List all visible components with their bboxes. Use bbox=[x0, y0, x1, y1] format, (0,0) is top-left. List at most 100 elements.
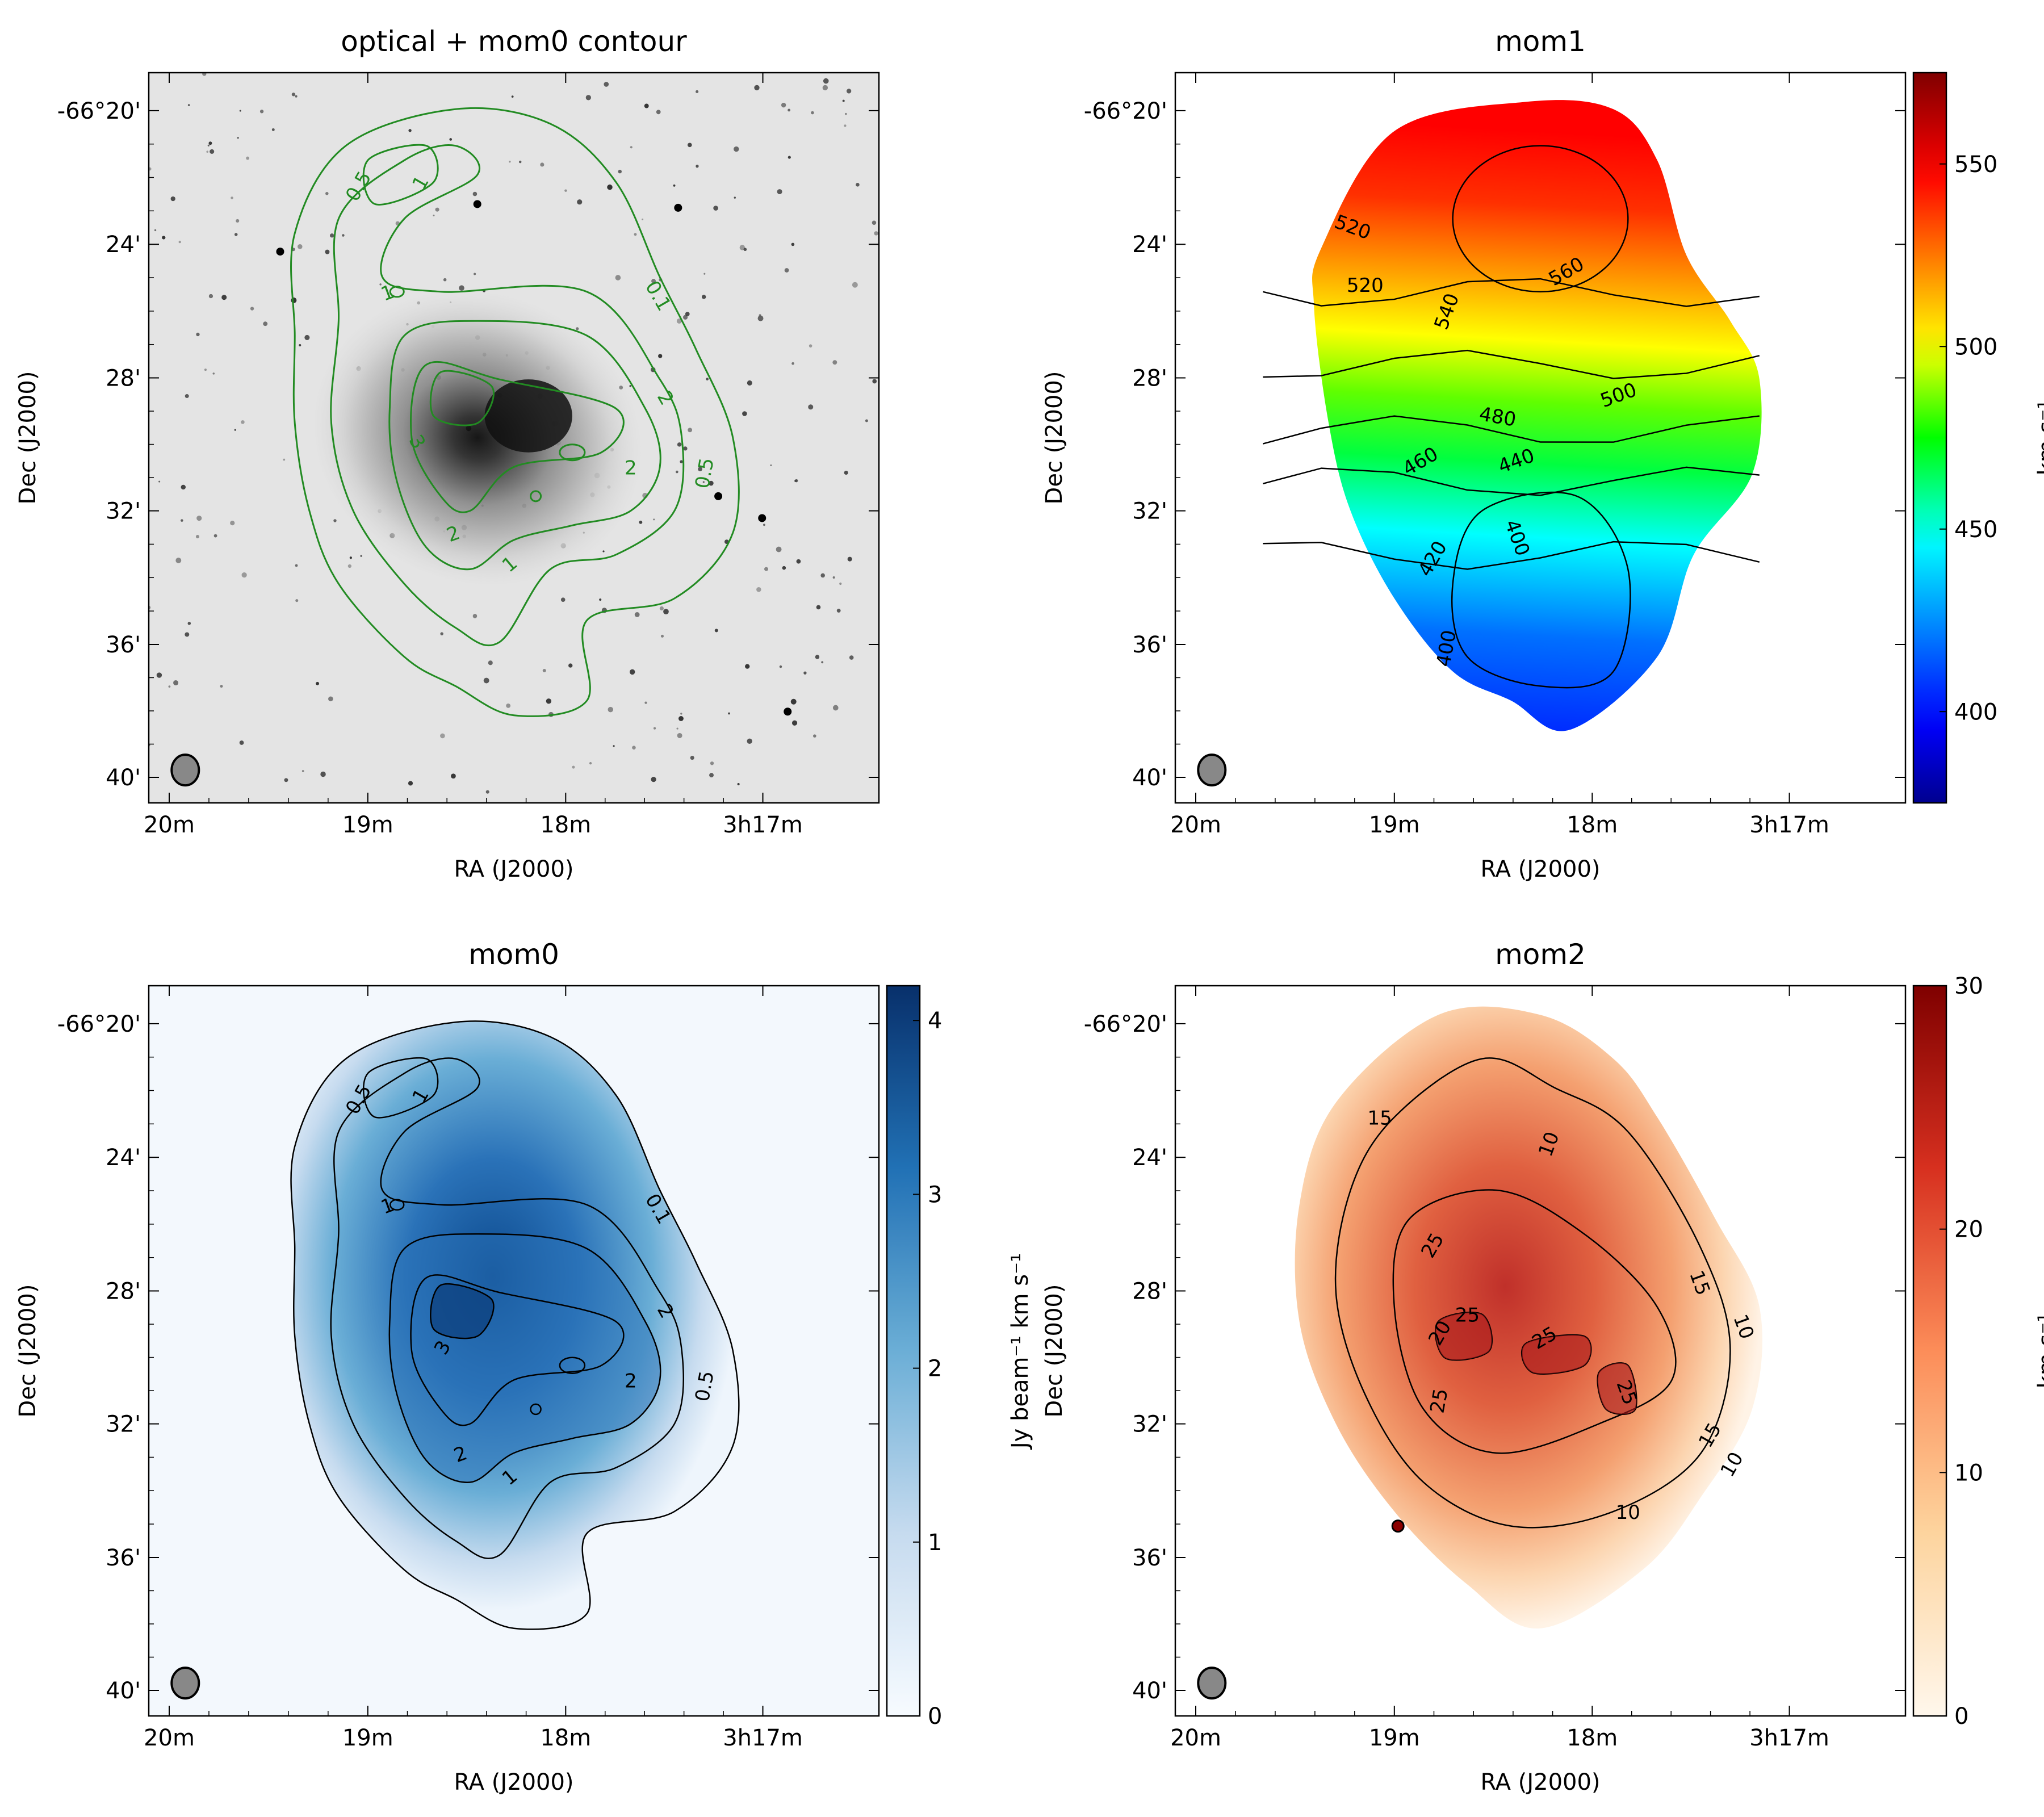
star bbox=[809, 344, 812, 348]
star bbox=[674, 203, 682, 212]
y-tick-label: 24' bbox=[106, 1145, 141, 1171]
x-tick-label: 3h17m bbox=[723, 812, 803, 838]
colorbar bbox=[1912, 985, 1947, 1717]
star bbox=[195, 535, 200, 539]
star bbox=[472, 191, 478, 196]
star bbox=[687, 143, 692, 148]
star bbox=[714, 492, 723, 500]
colorbar bbox=[886, 985, 921, 1717]
star bbox=[685, 312, 690, 316]
star bbox=[360, 555, 362, 557]
star bbox=[644, 103, 649, 108]
x-tick-label: 19m bbox=[342, 1725, 393, 1751]
y-tick-label: 28' bbox=[106, 366, 141, 392]
star bbox=[379, 283, 382, 286]
star bbox=[734, 146, 739, 152]
dispersion-spot bbox=[1391, 1519, 1405, 1533]
star bbox=[832, 360, 837, 365]
star bbox=[542, 668, 546, 672]
contour-line bbox=[1392, 1189, 1677, 1454]
y-tick-label: 28' bbox=[1132, 1279, 1167, 1305]
star bbox=[808, 404, 814, 410]
star bbox=[241, 420, 245, 424]
star bbox=[690, 756, 694, 760]
x-tick-label: 19m bbox=[1369, 1725, 1420, 1751]
x-tick-label: 19m bbox=[342, 812, 393, 838]
x-tick-label: 18m bbox=[1566, 1725, 1618, 1751]
star bbox=[589, 762, 592, 765]
star bbox=[872, 379, 877, 384]
axes-tr: mom1 20m 19m 18m 3h17m -66°20' 24' 28' 32' 36' 40'… bbox=[1041, 25, 1907, 882]
contour-line bbox=[1263, 466, 1760, 496]
star bbox=[440, 733, 445, 739]
star bbox=[698, 467, 702, 472]
colorbar-tick-label: 0 bbox=[928, 1703, 942, 1730]
star bbox=[208, 294, 213, 299]
contour-line bbox=[530, 1403, 542, 1416]
star bbox=[673, 184, 676, 187]
star bbox=[784, 268, 789, 273]
star bbox=[791, 242, 795, 246]
star bbox=[739, 245, 745, 250]
contour-line bbox=[1451, 491, 1631, 689]
star bbox=[506, 703, 511, 708]
contour-line bbox=[429, 370, 495, 426]
beam-ellipse bbox=[1197, 753, 1227, 787]
star bbox=[518, 160, 522, 164]
star bbox=[811, 111, 814, 115]
star bbox=[777, 189, 782, 195]
star bbox=[208, 141, 212, 145]
colorbar-bl: 4 3 2 1 0 Jy beam⁻¹ km s⁻¹ bbox=[886, 985, 1033, 1730]
star bbox=[865, 419, 868, 422]
star bbox=[276, 248, 284, 256]
contour-line bbox=[388, 1233, 661, 1483]
colorbar-tick-label: 400 bbox=[1954, 699, 1997, 725]
y-tick-label: -66°20' bbox=[1084, 1011, 1167, 1037]
beam-ellipse bbox=[170, 753, 200, 787]
intensity-peak bbox=[430, 1284, 494, 1339]
y-axis-label: Dec (J2000) bbox=[1041, 1284, 1067, 1418]
x-axis-label: RA (J2000) bbox=[454, 1769, 573, 1795]
star bbox=[328, 696, 333, 702]
star bbox=[653, 727, 656, 730]
mom1-map bbox=[1175, 73, 1905, 803]
star bbox=[779, 665, 782, 668]
star bbox=[604, 82, 609, 87]
star bbox=[710, 761, 714, 765]
x-tick-label: 19m bbox=[1369, 812, 1420, 838]
y-tick-label: 24' bbox=[1132, 232, 1167, 258]
star bbox=[703, 273, 706, 275]
contour-line bbox=[1263, 278, 1760, 307]
dispersion-peak bbox=[1522, 1335, 1591, 1374]
star bbox=[237, 136, 239, 139]
y-axis-label: Dec (J2000) bbox=[1041, 371, 1067, 505]
star bbox=[291, 93, 296, 97]
star bbox=[599, 598, 602, 601]
contour-label: 0.5 bbox=[691, 456, 719, 490]
contours-tl bbox=[290, 107, 740, 717]
contour-line bbox=[559, 1357, 586, 1374]
star bbox=[630, 146, 633, 149]
star bbox=[680, 713, 682, 715]
star bbox=[207, 144, 210, 146]
x-tick-label: 3h17m bbox=[1749, 812, 1829, 838]
plot-frame bbox=[1174, 72, 1907, 804]
star bbox=[333, 519, 337, 522]
x-tick-label: 20m bbox=[144, 812, 195, 838]
x-axis-label: RA (J2000) bbox=[1480, 1769, 1600, 1795]
star bbox=[821, 661, 824, 664]
beam-ellipse bbox=[1197, 1667, 1227, 1700]
star bbox=[259, 110, 264, 114]
y-tick-label: 24' bbox=[1132, 1145, 1167, 1171]
star bbox=[349, 556, 352, 559]
star bbox=[756, 587, 761, 592]
star bbox=[822, 85, 828, 91]
star bbox=[701, 295, 706, 299]
colorbar-tick-label: 4 bbox=[928, 1008, 942, 1034]
star bbox=[683, 315, 688, 320]
star bbox=[187, 622, 191, 625]
star bbox=[634, 233, 637, 236]
colorbar-tr: 550 500 450 400 km s⁻¹ bbox=[1912, 72, 2044, 804]
star bbox=[832, 705, 839, 711]
star bbox=[408, 129, 412, 132]
